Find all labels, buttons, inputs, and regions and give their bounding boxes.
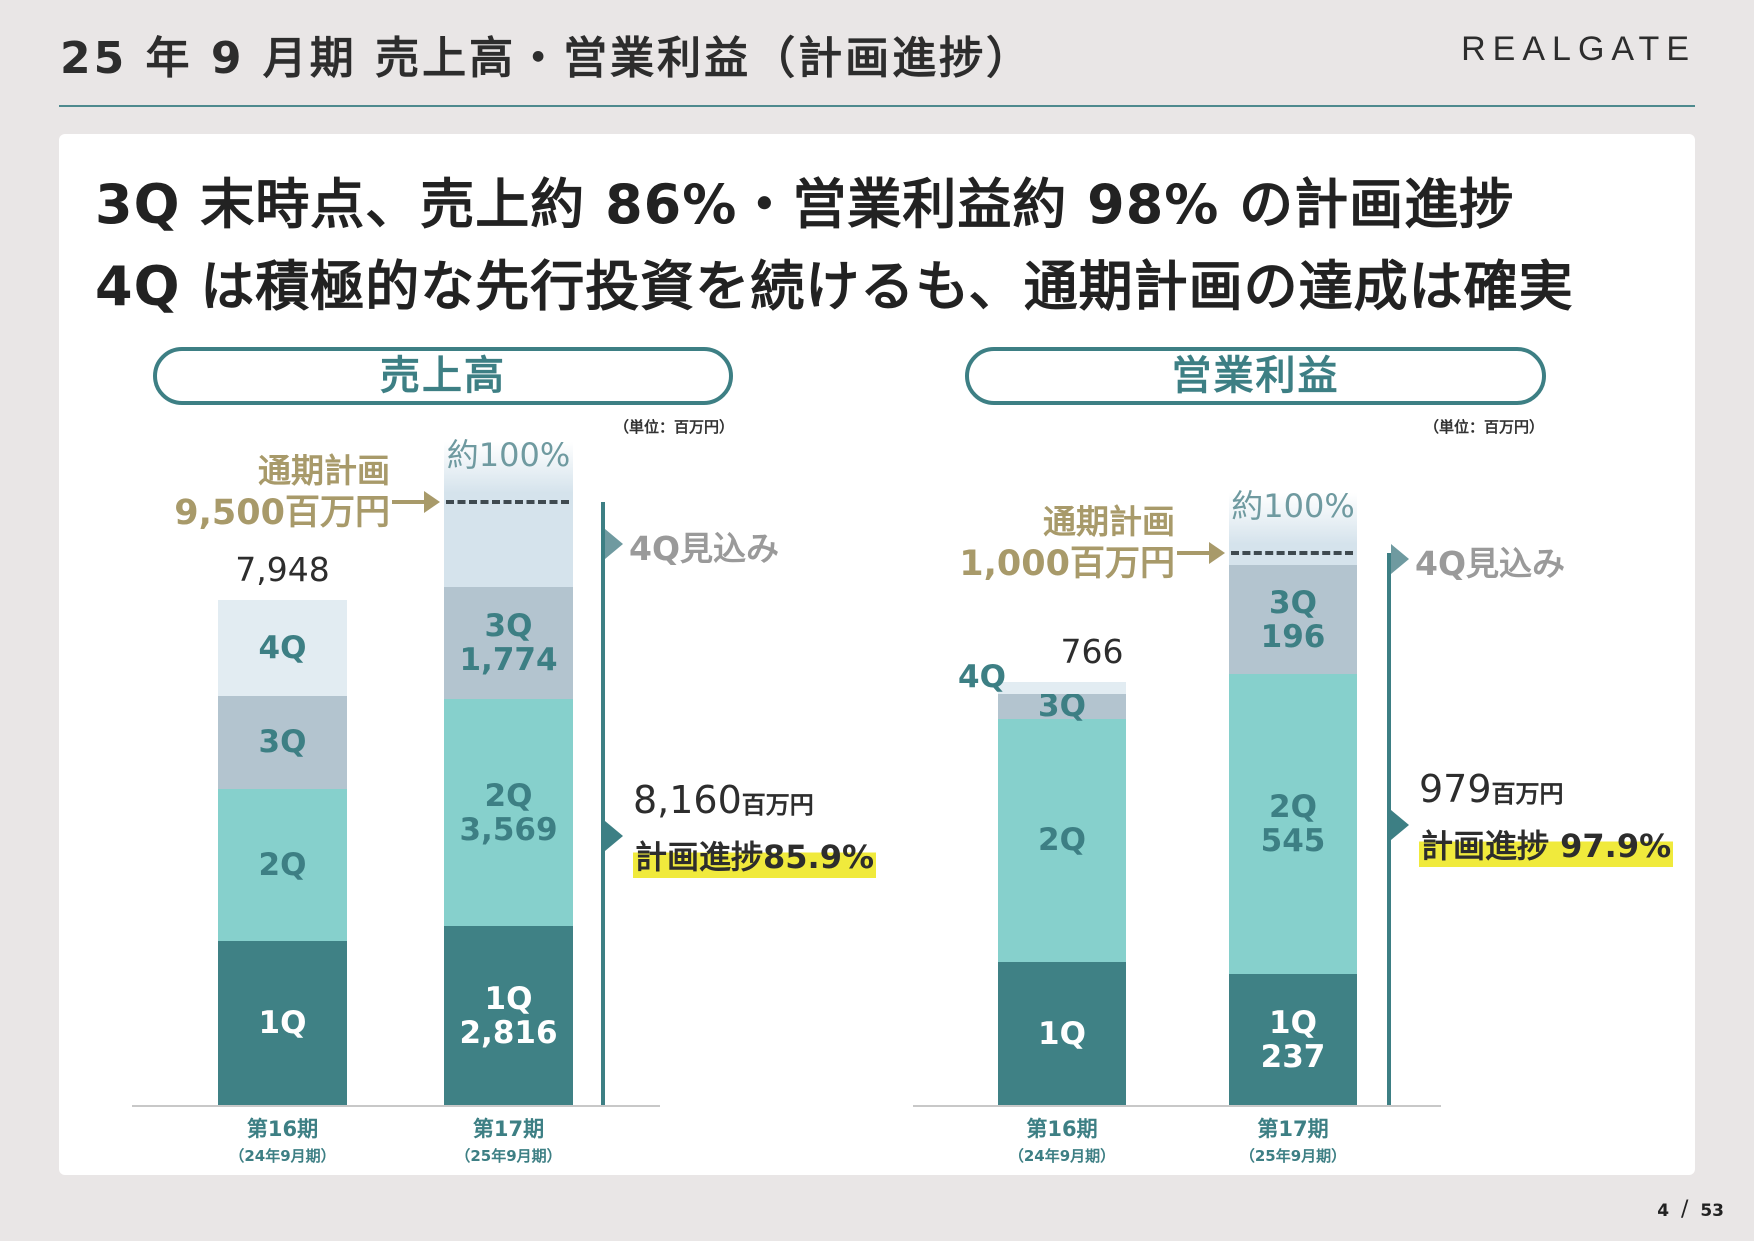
profit-progress-line (1387, 553, 1391, 1105)
sales-prev-total: 7,948 (235, 550, 330, 590)
sales-bar-16-2q (218, 788, 347, 941)
sales-total-value: 8,160百万円 (633, 778, 814, 822)
sales-category-sub-17: （25年9月期） (455, 1147, 562, 1165)
profit-bar-17-1q (1229, 974, 1357, 1105)
sales-label-16-3q: 3Q (258, 724, 307, 761)
profit-plan-label: 通期計画 (1043, 502, 1175, 542)
sales-unit-label: （単位：百万円） (614, 418, 735, 436)
page-separator: / (1680, 1197, 1689, 1222)
profit-label-17-3q: 3Q 196 (1260, 584, 1326, 655)
profit-x-axis (913, 1105, 1441, 1107)
profit-label-16-2q: 2Q (1038, 822, 1086, 859)
sales-plan-arrow-head-icon (424, 490, 440, 513)
sales-panel-title: 売上高 (153, 347, 733, 405)
profit-plan-value: 1,000百万円 (959, 544, 1175, 585)
sales-approx-label: 約100% (446, 435, 571, 474)
sales-category-16: 第16期 (246, 1117, 319, 1141)
sales-label-17-2q: 2Q 3,569 (459, 777, 558, 848)
total-amount: 979 (1419, 766, 1492, 811)
page-title: 25 年 9 月期 売上高・営業利益（計画進捗） (60, 33, 1034, 84)
sales-category-17: 第17期 (472, 1117, 545, 1141)
profit-forecast-gradient (1229, 493, 1357, 554)
profit-approx-label: 約100% (1231, 487, 1355, 526)
profit-bar-16-3q (998, 694, 1126, 719)
profit-forecast-area (1229, 553, 1357, 565)
profit-category-sub-17: （25年9月期） (1239, 1147, 1347, 1165)
header-divider (59, 105, 1695, 107)
sales-progress-label: 計画進捗85.9% (633, 831, 877, 878)
sales-forecast-gradient (444, 441, 573, 502)
profit-plan-line (1231, 551, 1353, 556)
sales-x-axis (132, 1105, 660, 1107)
profit-unit-label: （単位：百万円） (1424, 418, 1545, 436)
sales-forecast-label: 4Q見込み (629, 529, 780, 569)
profit-total-value: 979百万円 (1419, 767, 1564, 811)
profit-progress-label: 計画進捗 97.9% (1419, 820, 1674, 867)
sales-bar-17-2q (444, 699, 573, 927)
profit-bar-16-1q (998, 962, 1126, 1105)
sales-plan-value: 9,500百万円 (174, 492, 390, 533)
company-logo: REALGATE (1461, 30, 1696, 68)
page-total: 53 (1700, 1201, 1724, 1221)
total-unit: 百万円 (1491, 779, 1564, 808)
page-current: 4 (1657, 1201, 1670, 1221)
headline-line-1: 3Q 末時点、売上約 86%・営業利益約 98% の計画進捗 (95, 173, 1515, 236)
sales-label-17-3q: 3Q 1,774 (459, 608, 558, 679)
sales-label-16-4q: 4Q (258, 630, 307, 667)
sales-bar-16-1q (218, 940, 347, 1105)
sales-plan-line (446, 499, 569, 504)
page-number: 4 / 53 (1657, 1197, 1724, 1222)
sales-label-16-1q: 1Q (258, 1004, 307, 1041)
sales-forecast-area (444, 501, 573, 587)
profit-prev-total: 766 (1060, 632, 1124, 672)
sales-forecast-arrow-icon (605, 529, 623, 560)
sales-bar-16-3q (218, 695, 347, 789)
profit-bar-17-2q (1229, 673, 1357, 975)
profit-label-17-2q: 2Q 545 (1260, 788, 1326, 859)
profit-label-17-1q: 1Q 237 (1260, 1004, 1326, 1075)
headline-line-2: 4Q は積極的な先行投資を続けるも、通期計画の達成は確実 (95, 255, 1574, 318)
profit-category-16: 第16期 (1026, 1117, 1098, 1141)
profit-forecast-label: 4Q見込み (1415, 544, 1566, 584)
sales-label-16-2q: 2Q (258, 846, 307, 883)
sales-bar-17-3q (444, 586, 573, 700)
sales-bar-17-1q (444, 926, 573, 1105)
profit-bar-16-4q (998, 682, 1126, 695)
profit-plan-arrow-head-icon (1209, 542, 1225, 565)
sales-total-arrow-icon (605, 820, 623, 851)
profit-plan-arrow-shaft (1177, 551, 1211, 556)
profit-label-16-4q: 4Q (958, 659, 1006, 696)
sales-category-sub-16: （24年9月期） (229, 1147, 336, 1165)
profit-bar-16-2q (998, 718, 1126, 963)
operating-profit-panel-title: 営業利益 (965, 347, 1546, 405)
profit-label-16-1q: 1Q (1038, 1015, 1086, 1052)
profit-forecast-arrow-icon (1391, 544, 1409, 575)
sales-bar-16-4q (218, 600, 347, 696)
sales-progress-line (601, 501, 605, 1105)
profit-bar-17-3q (1229, 565, 1357, 674)
sales-plan-label: 通期計画 (258, 450, 390, 490)
profit-label-16-3q: 3Q (1038, 688, 1086, 725)
sales-plan-arrow-shaft (392, 499, 426, 504)
profit-category-17: 第17期 (1257, 1117, 1329, 1141)
profit-total-arrow-icon (1391, 809, 1409, 840)
total-amount: 8,160 (633, 777, 742, 822)
sales-label-17-1q: 1Q 2,816 (459, 980, 558, 1051)
total-unit: 百万円 (741, 790, 814, 819)
profit-category-sub-16: （24年9月期） (1008, 1147, 1116, 1165)
